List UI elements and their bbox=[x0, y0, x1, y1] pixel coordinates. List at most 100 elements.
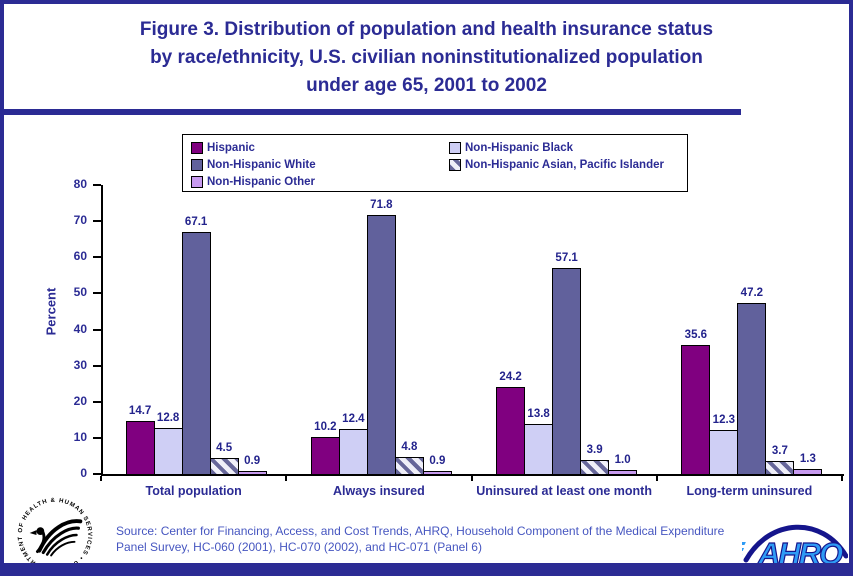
hhs-eagle-logo: DEPARTMENT OF HEALTH & HUMAN SERVICES • … bbox=[16, 496, 94, 572]
y-axis-tick-label: 40 bbox=[73, 321, 87, 336]
bar-value-label: 3.7 bbox=[771, 445, 788, 457]
x-category-label: Long-term uninsured bbox=[686, 484, 813, 498]
bar-non-hispanic-asian-pacific-islander: 3.9 bbox=[580, 444, 610, 474]
bottom-accent-bar bbox=[4, 563, 849, 572]
legend-label: Non-Hispanic Asian, Pacific Islander bbox=[465, 158, 664, 171]
y-axis-tick bbox=[93, 184, 101, 186]
x-category-label: Uninsured at least one month bbox=[476, 484, 652, 498]
bar-value-label: 4.8 bbox=[401, 441, 418, 453]
y-axis-tick-label: 80 bbox=[73, 177, 87, 191]
bar-non-hispanic-asian-pacific-islander: 4.8 bbox=[394, 441, 424, 474]
legend-item: Non-Hispanic Asian, Pacific Islander bbox=[449, 156, 664, 173]
bar-non-hispanic-black: 12.3 bbox=[709, 414, 739, 474]
y-axis-tick bbox=[93, 292, 101, 295]
legend-item: Non-Hispanic White bbox=[191, 156, 449, 173]
bar-hispanic: 14.7 bbox=[125, 405, 155, 474]
bar-non-hispanic-other: 1.3 bbox=[793, 453, 823, 474]
x-category-label: Total population bbox=[145, 484, 242, 498]
bar-value-label: 0.9 bbox=[429, 455, 446, 467]
legend-item: Non-Hispanic Other bbox=[191, 173, 449, 190]
bar-non-hispanic-white: 71.8 bbox=[366, 199, 396, 474]
bar-value-label: 71.8 bbox=[370, 199, 393, 211]
bar-value-label: 13.8 bbox=[527, 408, 550, 420]
plot-area: 14.7 12.8 67.1 4.5 0.9 10.2 12.4 71.8 4.8 0.9 24.2… bbox=[101, 185, 844, 476]
bar-hispanic: 24.2 bbox=[496, 371, 526, 474]
page-title: Figure 3. Distribution of population and… bbox=[67, 16, 787, 100]
bar-group: 35.6 12.3 47.2 3.7 1.3 bbox=[659, 185, 844, 474]
bar-value-label: 1.3 bbox=[799, 453, 816, 465]
y-axis-tick bbox=[93, 256, 101, 259]
legend-column: Hispanic Non-Hispanic White Non-Hispanic O… bbox=[191, 139, 449, 191]
bar-non-hispanic-other: 0.9 bbox=[237, 455, 267, 474]
bar-non-hispanic-black: 13.8 bbox=[524, 408, 554, 474]
title-line-2: by race/ethnicity, U.S. civilian noninst… bbox=[150, 47, 703, 68]
bar-value-label: 0.9 bbox=[244, 455, 261, 467]
bar-non-hispanic-asian-pacific-islander: 3.7 bbox=[765, 445, 795, 474]
legend-swatch-icon bbox=[191, 158, 203, 171]
legend-swatch-icon bbox=[191, 141, 203, 154]
bar-value-label: 10.2 bbox=[314, 421, 337, 433]
bar-value-label: 24.2 bbox=[499, 371, 522, 383]
bar-value-label: 67.1 bbox=[184, 216, 208, 228]
y-axis-tick-label: 60 bbox=[73, 249, 87, 264]
bar-value-label: 14.7 bbox=[128, 405, 152, 417]
bar-value-label: 47.2 bbox=[740, 287, 764, 299]
bar-value-label: 4.5 bbox=[216, 442, 233, 454]
bar-group: 24.2 13.8 57.1 3.9 1.0 bbox=[474, 185, 659, 474]
title-line-1: Figure 3. Distribution of population and… bbox=[139, 19, 714, 40]
legend-label: Non-Hispanic White bbox=[207, 158, 316, 171]
bar-non-hispanic-black: 12.8 bbox=[153, 412, 183, 474]
y-axis-tick-label: 20 bbox=[73, 393, 87, 408]
bar-non-hispanic-white: 67.1 bbox=[181, 216, 211, 474]
bar-hispanic: 10.2 bbox=[310, 421, 340, 474]
y-axis-tick bbox=[93, 328, 101, 331]
y-axis-tick bbox=[93, 436, 101, 439]
bar-non-hispanic-white: 47.2 bbox=[737, 287, 767, 474]
svg-text:DEPARTMENT OF HEALTH & HUMAN S: DEPARTMENT OF HEALTH & HUMAN SERVICES • … bbox=[18, 498, 92, 572]
legend-swatch-icon bbox=[191, 175, 203, 188]
legend-item: Hispanic bbox=[191, 139, 449, 156]
y-axis-tick bbox=[93, 220, 101, 223]
legend-label: Non-Hispanic Black bbox=[465, 141, 573, 154]
y-axis-tick-label: 50 bbox=[73, 285, 87, 300]
bar-hispanic: 35.6 bbox=[681, 329, 711, 474]
bar-value-label: 57.1 bbox=[555, 252, 578, 264]
y-axis-tick bbox=[93, 364, 101, 367]
bar-group: 10.2 12.4 71.8 4.8 0.9 bbox=[288, 185, 473, 474]
bar-group: 14.7 12.8 67.1 4.5 0.9 bbox=[103, 185, 288, 474]
title-divider bbox=[4, 109, 741, 115]
legend-label: Hispanic bbox=[207, 141, 255, 154]
x-axis-tick bbox=[655, 476, 658, 481]
chart-legend: Hispanic Non-Hispanic White Non-Hispanic O… bbox=[182, 134, 688, 192]
y-axis-tick bbox=[93, 400, 101, 403]
legend-swatch-icon bbox=[449, 158, 461, 171]
legend-swatch-icon bbox=[449, 141, 461, 154]
x-category-label: Always insured bbox=[333, 484, 425, 498]
bar-value-label: 12.4 bbox=[342, 413, 365, 425]
legend-column: Non-Hispanic Black Non-Hispanic Asian, Pa… bbox=[449, 139, 664, 191]
x-axis-tick bbox=[100, 476, 102, 481]
bar-non-hispanic-asian-pacific-islander: 4.5 bbox=[209, 442, 239, 474]
x-axis-tick bbox=[285, 476, 288, 481]
bar-non-hispanic-black: 12.4 bbox=[338, 413, 368, 474]
y-axis-tick-label: 70 bbox=[73, 213, 87, 228]
source-note: Source: Center for Financing, Access, an… bbox=[116, 524, 725, 554]
bar-non-hispanic-other: 0.9 bbox=[422, 455, 452, 474]
x-axis-tick bbox=[841, 476, 843, 481]
y-axis-tick-label: 0 bbox=[80, 466, 87, 480]
bar-non-hispanic-other: 1.0 bbox=[608, 454, 638, 474]
legend-label: Non-Hispanic Other bbox=[207, 175, 315, 188]
bar-value-label: 12.8 bbox=[156, 412, 180, 424]
y-axis-tick-label: 10 bbox=[73, 429, 87, 444]
y-axis-tick-label: 30 bbox=[73, 357, 87, 372]
bar-value-label: 3.9 bbox=[586, 444, 603, 456]
bar-value-label: 1.0 bbox=[614, 454, 631, 466]
legend-item: Non-Hispanic Black bbox=[449, 139, 664, 156]
bar-value-label: 35.6 bbox=[684, 329, 708, 341]
y-axis-tick bbox=[93, 473, 101, 475]
title-line-3: under age 65, 2001 to 2002 bbox=[306, 75, 547, 96]
bar-value-label: 12.3 bbox=[712, 414, 736, 426]
hhs-eagle-icon: DEPARTMENT OF HEALTH & HUMAN SERVICES • … bbox=[18, 498, 92, 572]
x-axis-tick bbox=[470, 476, 473, 481]
